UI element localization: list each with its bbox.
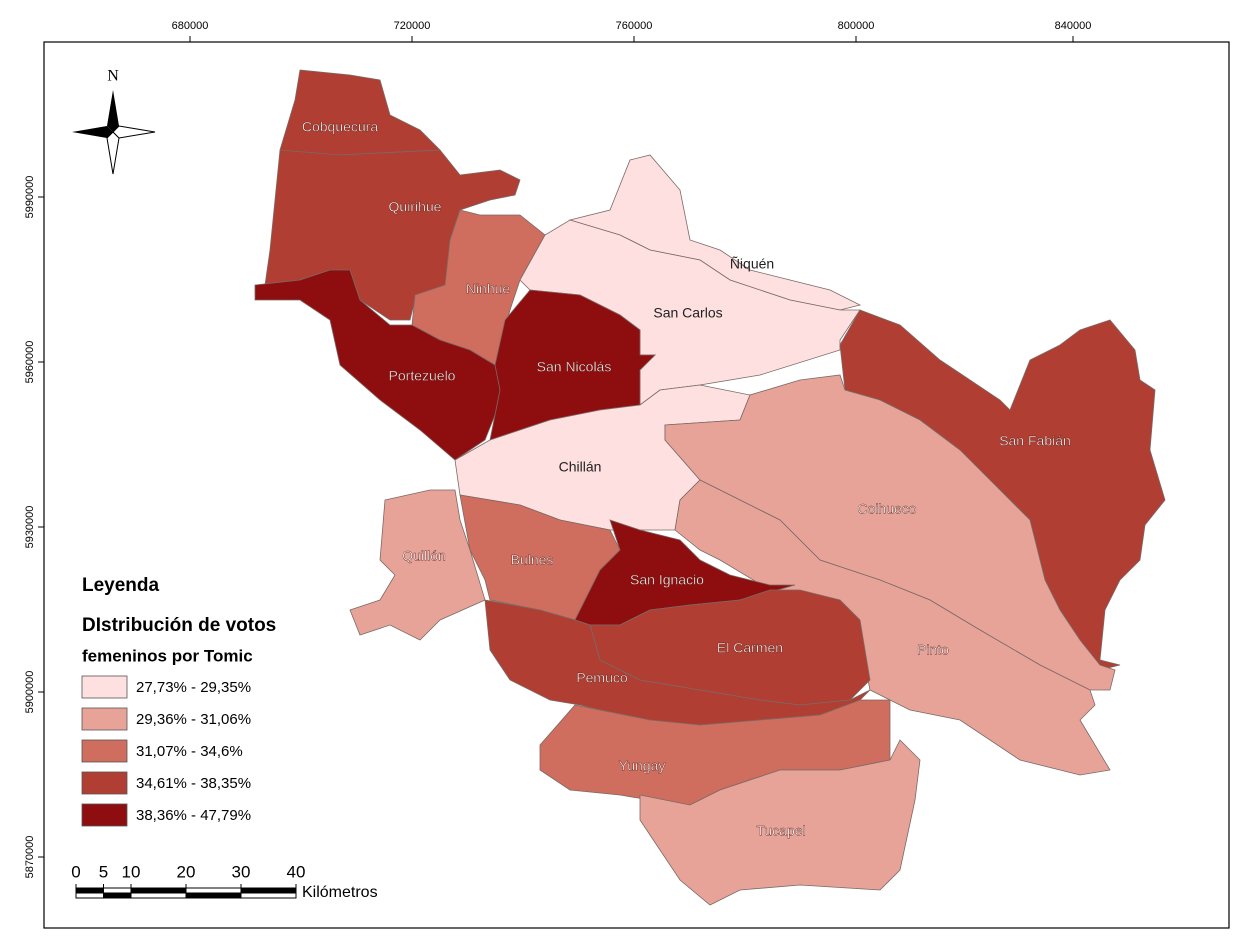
x-tick-label: 840000 bbox=[1055, 20, 1092, 32]
region-label: Portezuelo bbox=[389, 368, 456, 384]
legend-label: 31,07% - 34,6% bbox=[136, 743, 243, 760]
region bbox=[349, 489, 486, 641]
legend-label: 34,61% - 38,35% bbox=[136, 775, 251, 792]
region-label: Cobquecura bbox=[302, 119, 378, 135]
scale-unit: Kilómetros bbox=[302, 884, 378, 901]
north-label: N bbox=[107, 68, 119, 85]
legend-label: 38,36% - 47,79% bbox=[136, 807, 251, 824]
scale-segment bbox=[103, 892, 132, 899]
x-tick-label: 760000 bbox=[616, 20, 653, 32]
region-labels: Cobquecura Quirihue Ninhue Ñiquén San Carlos… bbox=[302, 119, 1071, 839]
region bbox=[484, 599, 871, 726]
north-arrow: N bbox=[72, 68, 156, 175]
region-label: Tucapel bbox=[756, 823, 805, 839]
legend-label: 27,73% - 29,35% bbox=[136, 679, 251, 696]
legend-subtitle: femeninos por Tomic bbox=[82, 646, 253, 665]
scale-segment bbox=[75, 892, 104, 899]
legend-subtitle: DIstribución de votos bbox=[82, 615, 276, 636]
region-label: Ñiquén bbox=[730, 256, 774, 272]
y-tick-label: 5960000 bbox=[24, 341, 36, 384]
region-label: San Carlos bbox=[653, 305, 722, 321]
scale-segment bbox=[103, 887, 132, 894]
region-label: El Carmen bbox=[717, 640, 783, 656]
legend-swatch bbox=[81, 739, 128, 763]
y-tick-label: 5870000 bbox=[24, 836, 36, 879]
y-tick-label: 5900000 bbox=[24, 671, 36, 714]
scale-segment bbox=[130, 887, 187, 894]
scale-label: 30 bbox=[232, 862, 251, 881]
region-label: Pinto bbox=[917, 642, 949, 658]
region-label: Coihueco bbox=[857, 501, 916, 517]
x-tick-label: 680000 bbox=[172, 20, 209, 32]
scale-segment bbox=[240, 892, 297, 899]
arrow-e bbox=[112, 125, 156, 139]
scale-bar: 0 5 10 20 30 40 Kilómetros bbox=[71, 862, 377, 901]
legend-label: 29,36% - 31,06% bbox=[136, 711, 251, 728]
scale-label: 10 bbox=[122, 862, 141, 881]
region-label: Quirihue bbox=[389, 199, 442, 215]
scale-segment bbox=[240, 887, 297, 894]
x-tick-label: 800000 bbox=[838, 20, 875, 32]
region-label: Ninhue bbox=[466, 281, 511, 297]
scale-segment bbox=[130, 892, 187, 899]
region-label: Bulnes bbox=[511, 552, 554, 568]
region-label: San Nicolás bbox=[537, 359, 612, 375]
legend: Leyenda DIstribución de votos femeninos … bbox=[81, 575, 276, 827]
scale-label: 5 bbox=[99, 862, 108, 881]
legend-title: Leyenda bbox=[82, 575, 160, 596]
legend-swatch bbox=[81, 803, 128, 827]
legend-swatch bbox=[81, 675, 128, 699]
scale-segment bbox=[185, 892, 242, 899]
region bbox=[639, 739, 921, 906]
legend-swatch bbox=[81, 771, 128, 795]
scale-label: 40 bbox=[287, 862, 306, 881]
regions bbox=[254, 69, 1166, 906]
scale-label: 0 bbox=[71, 862, 80, 881]
legend-swatch bbox=[81, 707, 128, 731]
arrow-w bbox=[72, 126, 113, 138]
y-tick-label: 5930000 bbox=[24, 506, 36, 549]
region-label: San Ignacio bbox=[630, 572, 704, 588]
scale-segment bbox=[185, 887, 242, 894]
y-tick-label: 5990000 bbox=[24, 176, 36, 219]
scale-segment bbox=[75, 887, 104, 894]
x-tick-label: 720000 bbox=[394, 20, 431, 32]
region-label: Quillón bbox=[402, 548, 446, 564]
arrow-n bbox=[107, 90, 119, 132]
region-label: Yungay bbox=[619, 758, 666, 774]
region-label: Chillán bbox=[559, 459, 602, 475]
region-label: San Fabián bbox=[999, 433, 1071, 449]
region-label: Pemuco bbox=[576, 670, 628, 686]
scale-label: 20 bbox=[177, 862, 196, 881]
